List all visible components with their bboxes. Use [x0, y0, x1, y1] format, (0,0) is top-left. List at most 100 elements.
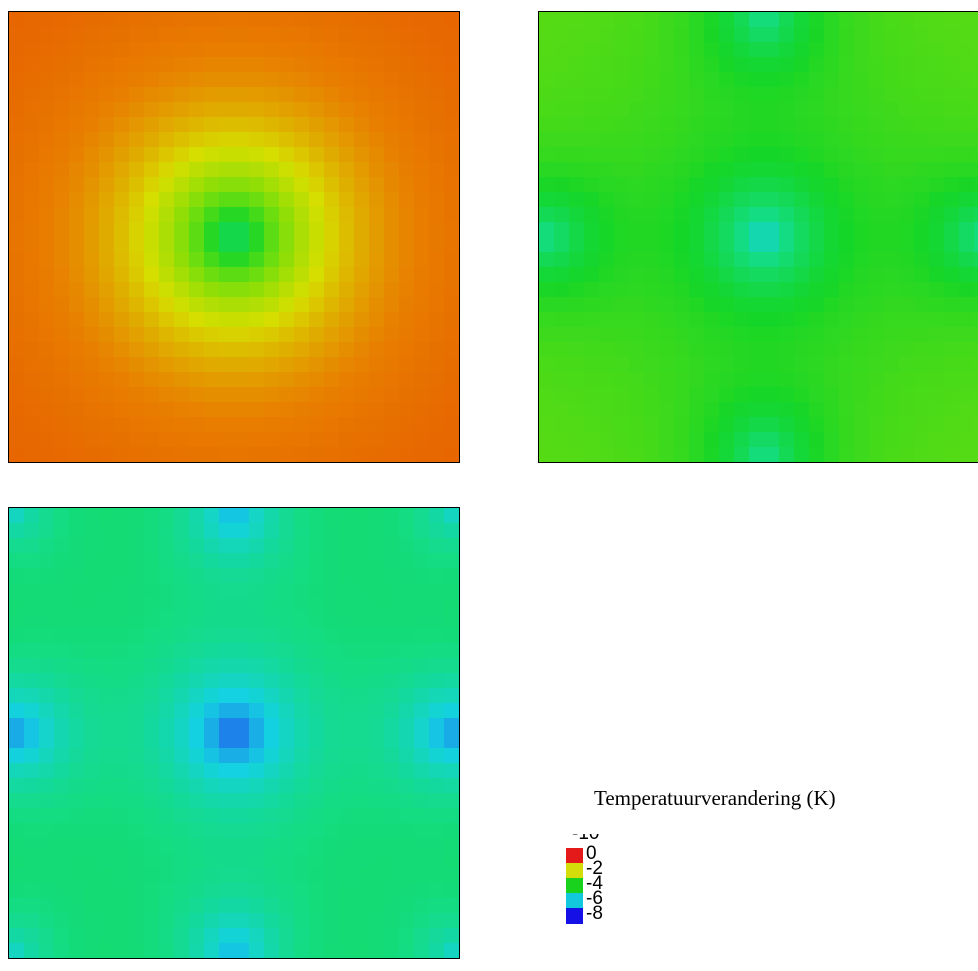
heatmap-cell — [369, 162, 385, 178]
heatmap-cell — [114, 853, 130, 869]
heatmap-cell — [959, 357, 975, 373]
heatmap-cell — [69, 778, 85, 794]
heatmap-cell — [219, 387, 235, 403]
heatmap-cell — [24, 147, 40, 163]
heatmap-cell — [444, 553, 459, 569]
heatmap-cell — [54, 868, 70, 884]
heatmap-cell — [974, 312, 978, 328]
heatmap-cell — [369, 72, 385, 88]
heatmap-cell — [39, 57, 55, 73]
heatmap-cell — [369, 628, 385, 644]
heatmap-cell — [914, 312, 930, 328]
heatmap-cell — [174, 312, 190, 328]
heatmap-cell — [599, 162, 615, 178]
heatmap-cell — [764, 207, 780, 223]
heatmap-cell — [264, 868, 280, 884]
heatmap-cell — [129, 718, 145, 734]
heatmap-cell — [204, 823, 220, 839]
heatmap-cell — [764, 177, 780, 193]
heatmap-cell — [339, 763, 355, 779]
heatmap-cell — [189, 913, 205, 929]
heatmap-cell — [644, 342, 660, 358]
heatmap-cell — [114, 237, 130, 253]
heatmap-cell — [24, 928, 40, 944]
heatmap-cell — [324, 928, 340, 944]
heatmap-cell — [764, 282, 780, 298]
heatmap-cell — [584, 297, 600, 313]
heatmap-cell — [309, 207, 325, 223]
heatmap-cell — [309, 868, 325, 884]
heatmap-cell — [429, 27, 445, 43]
heatmap-cell — [339, 207, 355, 223]
heatmap-cell — [414, 718, 430, 734]
heatmap-cell — [659, 432, 675, 448]
heatmap-cell — [704, 432, 720, 448]
heatmap-cell — [779, 42, 795, 58]
heatmap-cell — [249, 763, 265, 779]
heatmap-cell — [824, 252, 840, 268]
heatmap-cell — [809, 102, 825, 118]
heatmap-cell — [354, 282, 370, 298]
heatmap-cell — [569, 42, 585, 58]
heatmap-cell — [249, 177, 265, 193]
heatmap-cell — [764, 327, 780, 343]
heatmap-cell — [354, 132, 370, 148]
heatmap-cell — [569, 57, 585, 73]
heatmap-cell — [809, 177, 825, 193]
heatmap-cell — [414, 282, 430, 298]
heatmap-cell — [219, 553, 235, 569]
heatmap-cell — [84, 312, 100, 328]
heatmap-cell — [794, 192, 810, 208]
heatmap-cell — [309, 538, 325, 554]
heatmap-cell — [144, 808, 160, 824]
heatmap-cell — [39, 808, 55, 824]
heatmap-cell — [279, 838, 295, 854]
heatmap-cell — [24, 718, 40, 734]
heatmap-cell — [24, 267, 40, 283]
heatmap-cell — [444, 853, 459, 869]
heatmap-cell — [824, 387, 840, 403]
heatmap-cell — [399, 733, 415, 749]
heatmap-cell — [414, 898, 430, 914]
heatmap-cell — [69, 357, 85, 373]
heatmap-cell — [809, 402, 825, 418]
heatmap-cell — [884, 132, 900, 148]
heatmap-cell — [69, 763, 85, 779]
heatmap-cell — [219, 628, 235, 644]
heatmap-cell — [219, 252, 235, 268]
heatmap-cell — [84, 628, 100, 644]
heatmap-cell — [84, 177, 100, 193]
heatmap-cell — [674, 102, 690, 118]
heatmap-cell — [159, 553, 175, 569]
heatmap-cell — [414, 12, 430, 28]
heatmap-cell — [539, 327, 555, 343]
heatmap-cell — [249, 748, 265, 764]
heatmap-cell — [129, 102, 145, 118]
heatmap-cell — [584, 102, 600, 118]
heatmap-cell — [884, 207, 900, 223]
heatmap-cell — [809, 207, 825, 223]
heatmap-cell — [369, 658, 385, 674]
heatmap-cell — [584, 132, 600, 148]
heatmap-cell — [189, 372, 205, 388]
heatmap-cell — [369, 57, 385, 73]
heatmap-cell — [249, 538, 265, 554]
heatmap-cell — [159, 613, 175, 629]
heatmap-cell — [689, 27, 705, 43]
heatmap-cell — [294, 568, 310, 584]
heatmap-cell — [444, 447, 459, 462]
heatmap-cell — [144, 538, 160, 554]
heatmap-cell — [159, 447, 175, 462]
heatmap-cell — [294, 598, 310, 614]
heatmap-cell — [234, 598, 250, 614]
heatmap-cell — [554, 87, 570, 103]
heatmap-cell — [54, 417, 70, 433]
heatmap-cell — [309, 943, 325, 958]
heatmap-cell — [39, 688, 55, 704]
heatmap-cell — [234, 568, 250, 584]
heatmap-cell — [779, 147, 795, 163]
heatmap-cell — [84, 12, 100, 28]
heatmap-cell — [129, 237, 145, 253]
heatmap-cell — [69, 372, 85, 388]
heatmap-cell — [189, 628, 205, 644]
